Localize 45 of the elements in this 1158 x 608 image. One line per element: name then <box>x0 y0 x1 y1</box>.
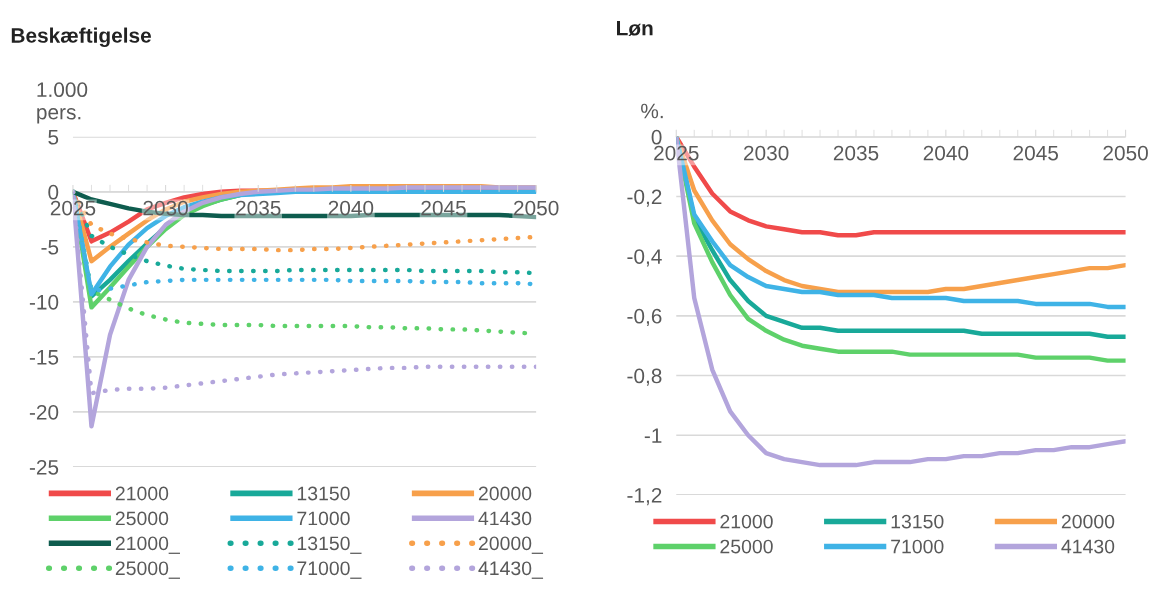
legend-label: 41430 <box>478 511 532 526</box>
x-tick-label: 2045 <box>421 200 466 216</box>
x-tick-label: 2035 <box>833 145 879 161</box>
legend-label: 13150 <box>297 486 350 501</box>
y-tick-label: 5 <box>48 130 59 145</box>
x-tick-label: 2040 <box>328 200 374 216</box>
y-tick-label: -0,8 <box>627 368 662 386</box>
y-axis-title: 1.000 pers. <box>37 82 88 124</box>
x-tick-label: 2050 <box>1103 145 1148 161</box>
y-tick-label: -0,2 <box>627 189 662 207</box>
y-tick-label: 0 <box>651 129 662 145</box>
x-tick-label: 2045 <box>1013 145 1059 161</box>
legend-label: 13150_ <box>297 536 362 554</box>
x-tick-label: 2035 <box>236 200 281 216</box>
y-tick-label: 0 <box>48 184 59 200</box>
chart-title: Løn <box>617 21 653 36</box>
y-tick-label: -5 <box>41 240 59 255</box>
y-tick-label: -10 <box>29 294 59 310</box>
legend-label: 20000 <box>478 486 532 501</box>
y-tick-label: -20 <box>29 404 59 420</box>
legend-label: 25000 <box>720 539 773 554</box>
legend-label: 71000 <box>297 511 350 526</box>
y-tick-label: -15 <box>29 350 59 365</box>
y-tick-label: -1 <box>644 428 662 443</box>
legend-label: 71000_ <box>297 561 362 579</box>
chart-title: Beskæftigelse <box>11 27 151 48</box>
y-tick-label: -1,2 <box>627 487 662 506</box>
legend-label: 21000_ <box>115 536 180 554</box>
legend-label: 25000 <box>115 511 169 526</box>
legend-label: 41430 <box>1061 539 1115 554</box>
legend-label: 21000 <box>115 486 169 501</box>
y-axis-title: %. <box>641 103 663 119</box>
legend-label: 20000_ <box>478 536 544 554</box>
y-tick-label: -0,6 <box>627 308 662 327</box>
legend-label: 71000 <box>891 539 944 554</box>
legend-label: 13150 <box>891 514 944 529</box>
y-tick-label: -25 <box>29 459 59 475</box>
legend-label: 20000 <box>1061 514 1115 529</box>
legend-label: 41430_ <box>478 561 544 579</box>
x-tick-label: 2040 <box>923 145 969 161</box>
x-tick-label: 2050 <box>514 200 559 216</box>
x-tick-label: 2030 <box>744 145 789 161</box>
legend-label: 25000_ <box>115 561 180 579</box>
legend-label: 21000 <box>720 514 773 529</box>
y-tick-label: -0,4 <box>627 249 662 267</box>
